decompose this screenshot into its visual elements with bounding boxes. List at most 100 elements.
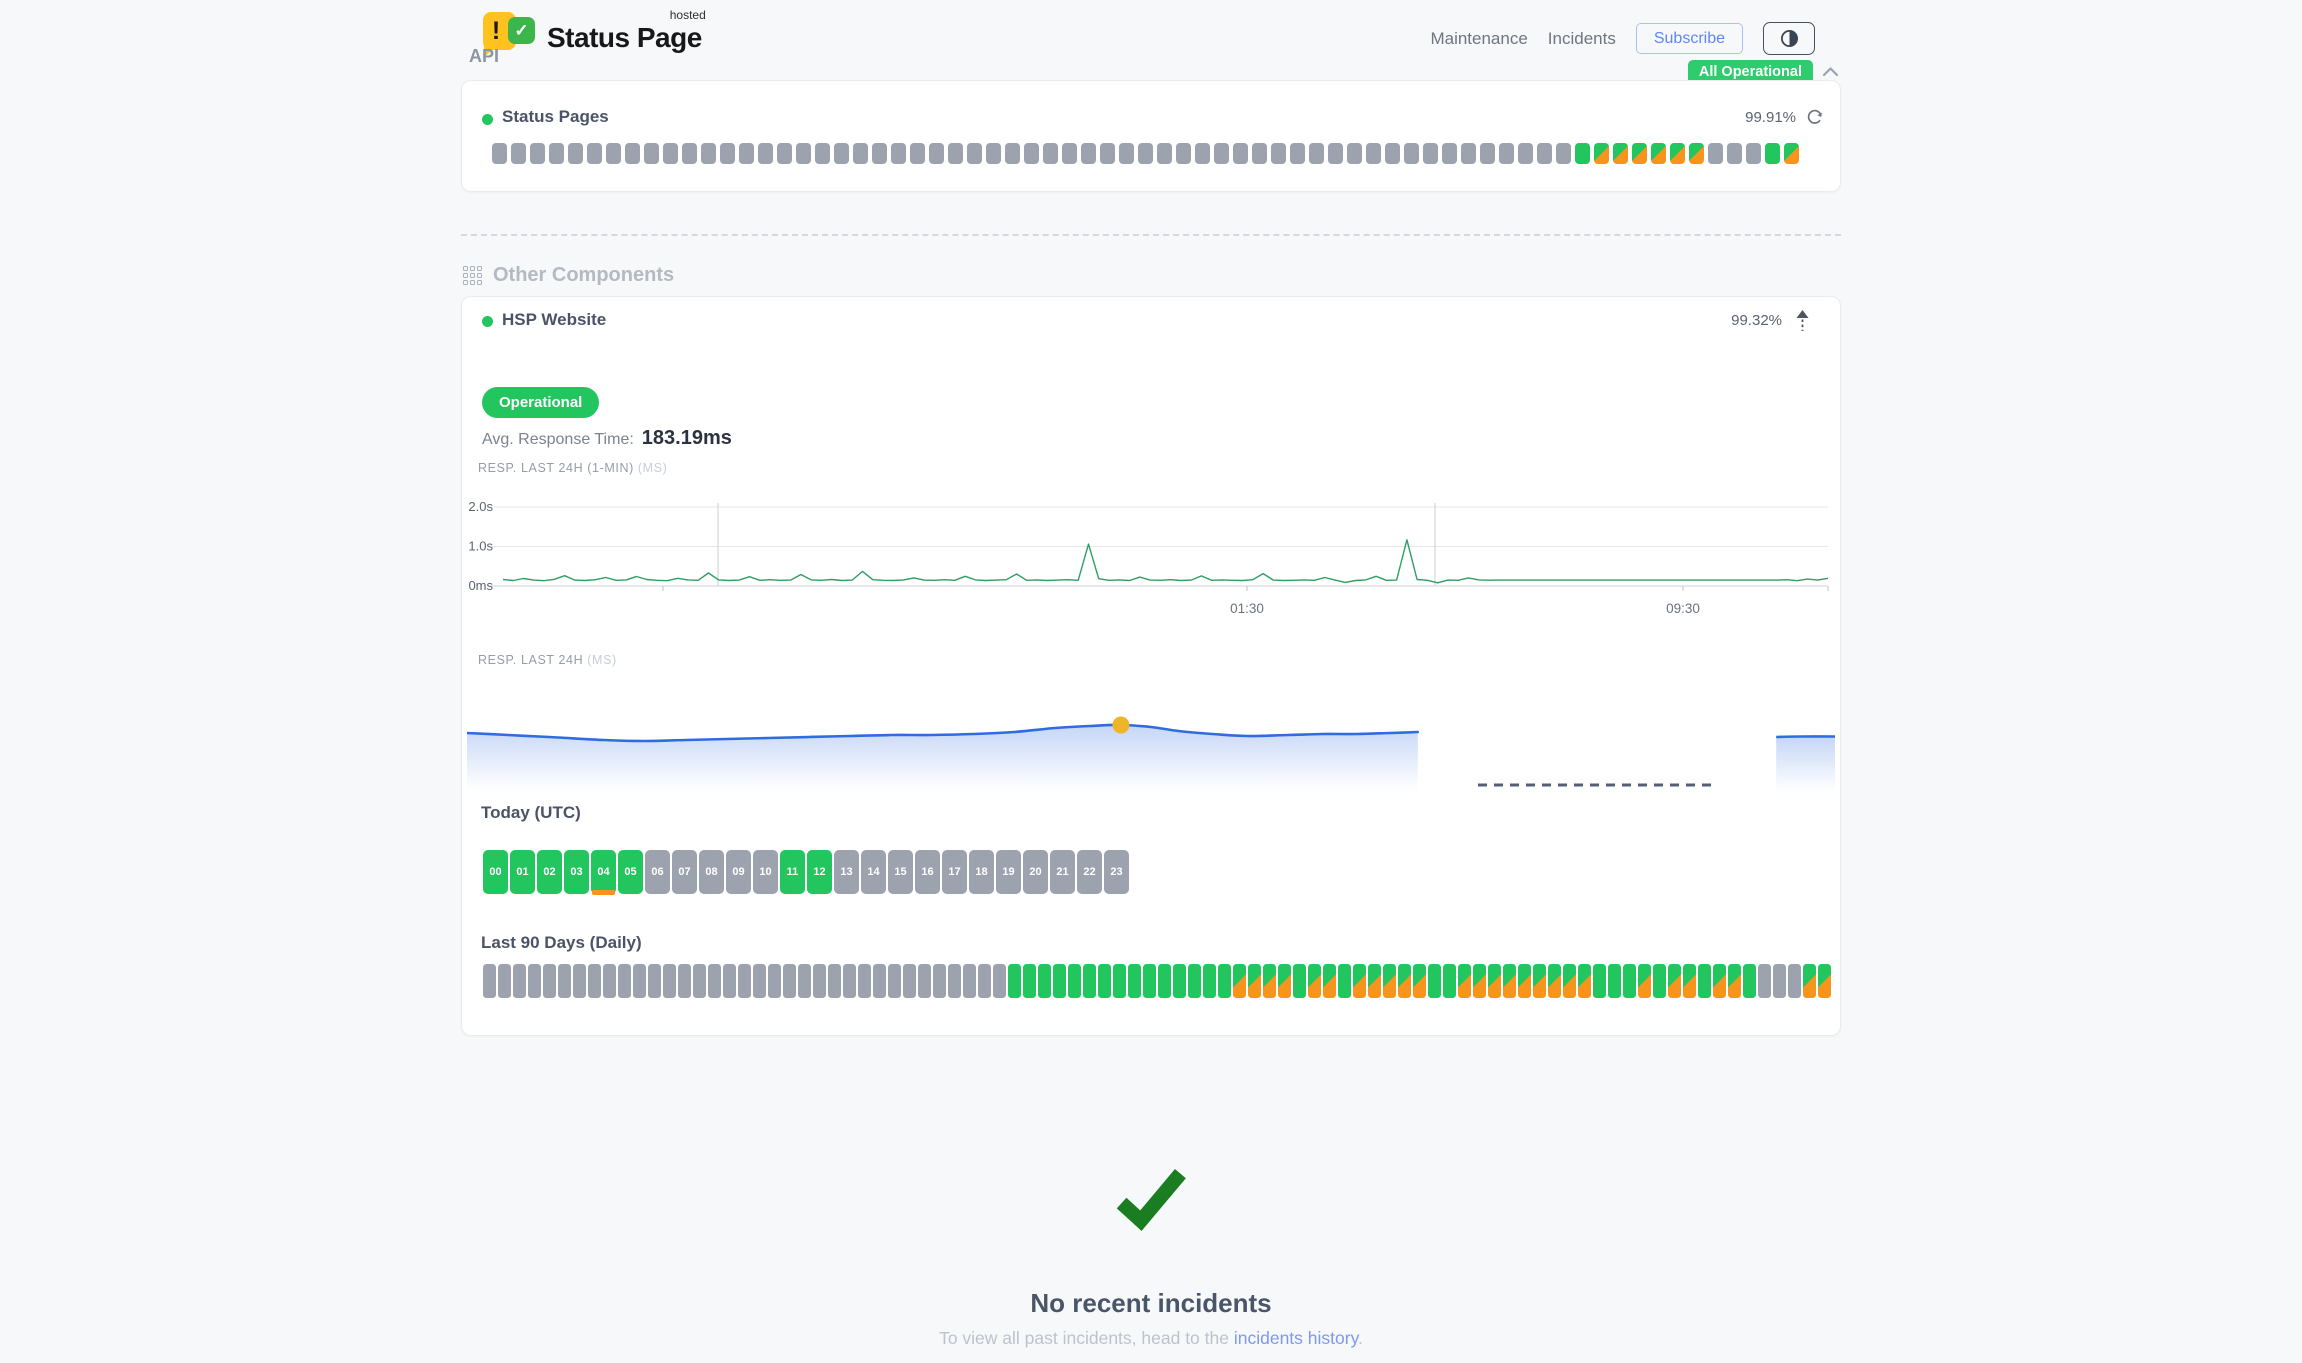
- uptime-bar[interactable]: [606, 143, 621, 164]
- uptime-bar[interactable]: [1308, 964, 1321, 998]
- uptime-bar[interactable]: [1518, 964, 1531, 998]
- uptime-bar[interactable]: [644, 143, 659, 164]
- uptime-bar[interactable]: [978, 964, 991, 998]
- hour-block[interactable]: 14: [861, 850, 886, 894]
- uptime-bar[interactable]: [963, 964, 976, 998]
- uptime-bar[interactable]: [1608, 964, 1621, 998]
- uptime-bar[interactable]: [1503, 964, 1516, 998]
- hour-block[interactable]: 02: [537, 850, 562, 894]
- uptime-bar[interactable]: [1428, 964, 1441, 998]
- uptime-bar[interactable]: [1398, 964, 1411, 998]
- hour-block[interactable]: 18: [969, 850, 994, 894]
- uptime-bar[interactable]: [738, 964, 751, 998]
- uptime-bar[interactable]: [1143, 964, 1156, 998]
- uptime-bar[interactable]: [1461, 143, 1476, 164]
- uptime-bar[interactable]: [678, 964, 691, 998]
- uptime-bar[interactable]: [903, 964, 916, 998]
- uptime-bar[interactable]: [1368, 964, 1381, 998]
- uptime-bar[interactable]: [1765, 143, 1780, 164]
- uptime-bar[interactable]: [1233, 964, 1246, 998]
- uptime-bar[interactable]: [929, 143, 944, 164]
- uptime-bar[interactable]: [1098, 964, 1111, 998]
- uptime-bar[interactable]: [1683, 964, 1696, 998]
- response-time-line-chart[interactable]: 2.0s 1.0s 0ms 01:30 09:30: [462, 497, 1830, 621]
- uptime-bar[interactable]: [1248, 964, 1261, 998]
- uptime-bar[interactable]: [1499, 143, 1514, 164]
- uptime-bar[interactable]: [1081, 143, 1096, 164]
- uptime-bar[interactable]: [1758, 964, 1771, 998]
- uptime-bar[interactable]: [1533, 964, 1546, 998]
- uptime-bar[interactable]: [1670, 143, 1685, 164]
- hour-block[interactable]: 05: [618, 850, 643, 894]
- uptime-bar[interactable]: [986, 143, 1001, 164]
- uptime-bar[interactable]: [828, 964, 841, 998]
- uptime-bar[interactable]: [1480, 143, 1495, 164]
- incidents-history-link[interactable]: incidents history: [1233, 1328, 1359, 1348]
- logo[interactable]: ! ✓ hosted Status Page: [483, 8, 706, 58]
- hour-block[interactable]: 13: [834, 850, 859, 894]
- uptime-bar[interactable]: [1613, 143, 1628, 164]
- uptime-bar[interactable]: [1404, 143, 1419, 164]
- uptime-bar[interactable]: [1668, 964, 1681, 998]
- uptime-bar[interactable]: [663, 143, 678, 164]
- subscribe-button[interactable]: Subscribe: [1635, 23, 1743, 54]
- uptime-bar[interactable]: [1263, 964, 1276, 998]
- uptime-bar[interactable]: [587, 143, 602, 164]
- uptime-bar[interactable]: [530, 143, 545, 164]
- uptime-bar[interactable]: [1689, 143, 1704, 164]
- uptime-bar[interactable]: [1784, 143, 1799, 164]
- uptime-bar[interactable]: [588, 964, 601, 998]
- uptime-bar[interactable]: [993, 964, 1006, 998]
- uptime-bar[interactable]: [1698, 964, 1711, 998]
- uptime-bar[interactable]: [1575, 143, 1590, 164]
- uptime-bar[interactable]: [1518, 143, 1533, 164]
- uptime-bar[interactable]: [1473, 964, 1486, 998]
- hour-block[interactable]: 07: [672, 850, 697, 894]
- uptime-bar[interactable]: [1290, 143, 1305, 164]
- hour-block[interactable]: 01: [510, 850, 535, 894]
- uptime-bar[interactable]: [528, 964, 541, 998]
- uptime-bar[interactable]: [513, 964, 526, 998]
- hour-block[interactable]: 15: [888, 850, 913, 894]
- uptime-bar[interactable]: [873, 964, 886, 998]
- uptime-bar[interactable]: [682, 143, 697, 164]
- uptime-bar[interactable]: [1233, 143, 1248, 164]
- uptime-bar[interactable]: [758, 143, 773, 164]
- uptime-bar[interactable]: [910, 143, 925, 164]
- uptime-bar[interactable]: [1005, 143, 1020, 164]
- uptime-bar[interactable]: [1347, 143, 1362, 164]
- uptime-bar[interactable]: [1083, 964, 1096, 998]
- uptime-bar[interactable]: [783, 964, 796, 998]
- hour-block[interactable]: 10: [753, 850, 778, 894]
- uptime-bar[interactable]: [1548, 964, 1561, 998]
- uptime-bar[interactable]: [1023, 964, 1036, 998]
- uptime-bar[interactable]: [834, 143, 849, 164]
- uptime-bar[interactable]: [492, 143, 507, 164]
- uptime-bar[interactable]: [1173, 964, 1186, 998]
- uptime-bar[interactable]: [813, 964, 826, 998]
- hour-block[interactable]: 04: [591, 850, 616, 895]
- hour-block[interactable]: 00: [483, 850, 508, 894]
- uptime-bar[interactable]: [1727, 143, 1742, 164]
- theme-toggle-button[interactable]: [1763, 22, 1815, 55]
- uptime-bar[interactable]: [872, 143, 887, 164]
- uptime-bar[interactable]: [1218, 964, 1231, 998]
- chevron-up-icon[interactable]: [1822, 66, 1839, 78]
- uptime-bar[interactable]: [1803, 964, 1816, 998]
- uptime-bar[interactable]: [1728, 964, 1741, 998]
- hour-block[interactable]: 12: [807, 850, 832, 894]
- uptime-bar[interactable]: [891, 143, 906, 164]
- uptime-bar[interactable]: [1743, 964, 1756, 998]
- uptime-bar[interactable]: [853, 143, 868, 164]
- uptime-bar[interactable]: [815, 143, 830, 164]
- hour-block[interactable]: 06: [645, 850, 670, 894]
- uptime-bar[interactable]: [933, 964, 946, 998]
- uptime-bar[interactable]: [1119, 143, 1134, 164]
- uptime-bar[interactable]: [1353, 964, 1366, 998]
- uptime-bar[interactable]: [967, 143, 982, 164]
- uptime-bar[interactable]: [618, 964, 631, 998]
- uptime-bar[interactable]: [1157, 143, 1172, 164]
- nav-maintenance[interactable]: Maintenance: [1430, 28, 1528, 48]
- uptime-bar[interactable]: [568, 143, 583, 164]
- uptime-bar[interactable]: [701, 143, 716, 164]
